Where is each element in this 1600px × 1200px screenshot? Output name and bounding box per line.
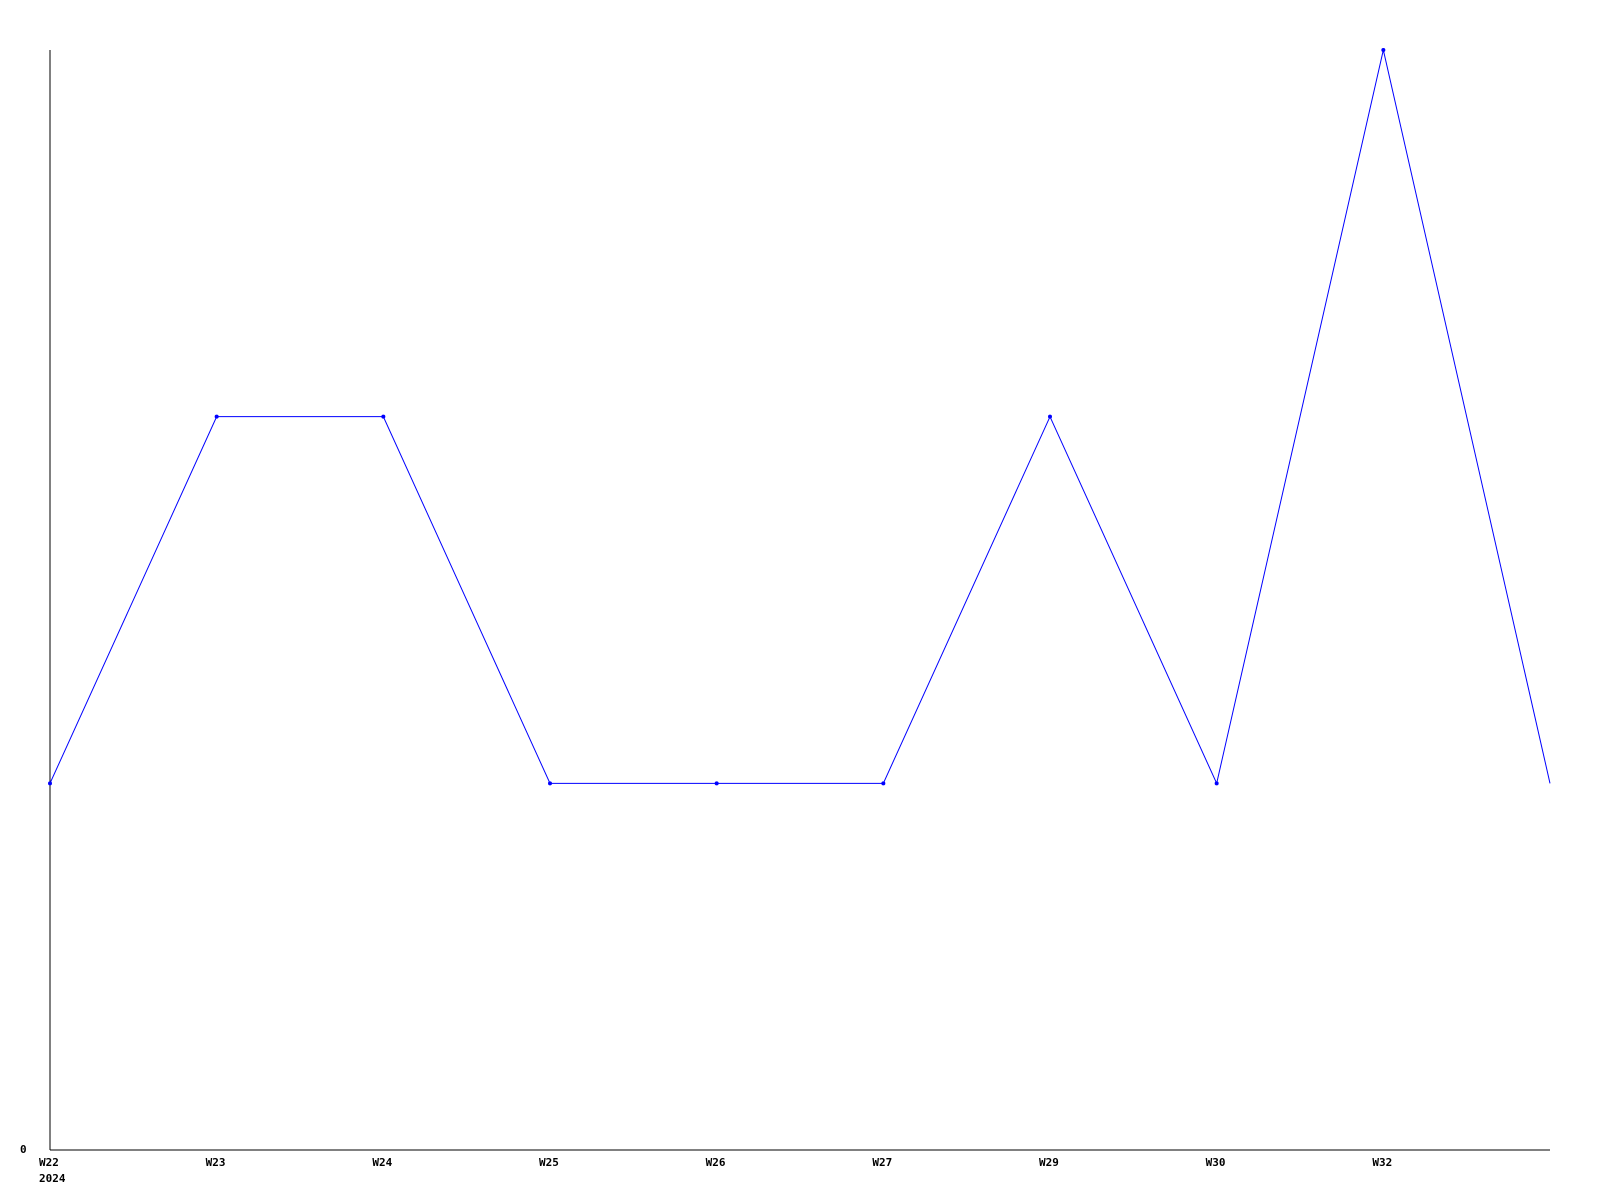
y-tick-label-0: 0 <box>20 1143 27 1156</box>
data-point <box>714 781 719 786</box>
tick-labels: 0 2024 W22 W23 W24 W25 W26 W27 W29 W30 W32 <box>20 1143 1392 1185</box>
x-tick-label: W27 <box>872 1156 892 1169</box>
x-tick-label: W25 <box>539 1156 559 1169</box>
series-line <box>48 48 1551 786</box>
x-tick-label: W22 <box>39 1156 59 1169</box>
data-point <box>548 781 552 786</box>
x-tick-label: W24 <box>372 1156 392 1169</box>
x-tick-label: W23 <box>206 1156 226 1169</box>
series-line-path <box>49 49 1551 785</box>
data-point <box>1048 414 1052 419</box>
data-point <box>48 781 52 786</box>
data-point <box>881 781 886 786</box>
x-tick-label: W26 <box>706 1156 726 1169</box>
x-tick-label: W30 <box>1206 1156 1226 1169</box>
data-point <box>214 414 219 419</box>
data-point <box>1381 48 1386 52</box>
data-point <box>1214 781 1219 786</box>
x-tick-label: W32 <box>1372 1156 1392 1169</box>
data-point <box>381 414 386 419</box>
axes <box>49 50 1550 1151</box>
x-tick-label: W29 <box>1039 1156 1059 1169</box>
x-year-label: 2024 <box>39 1172 66 1185</box>
